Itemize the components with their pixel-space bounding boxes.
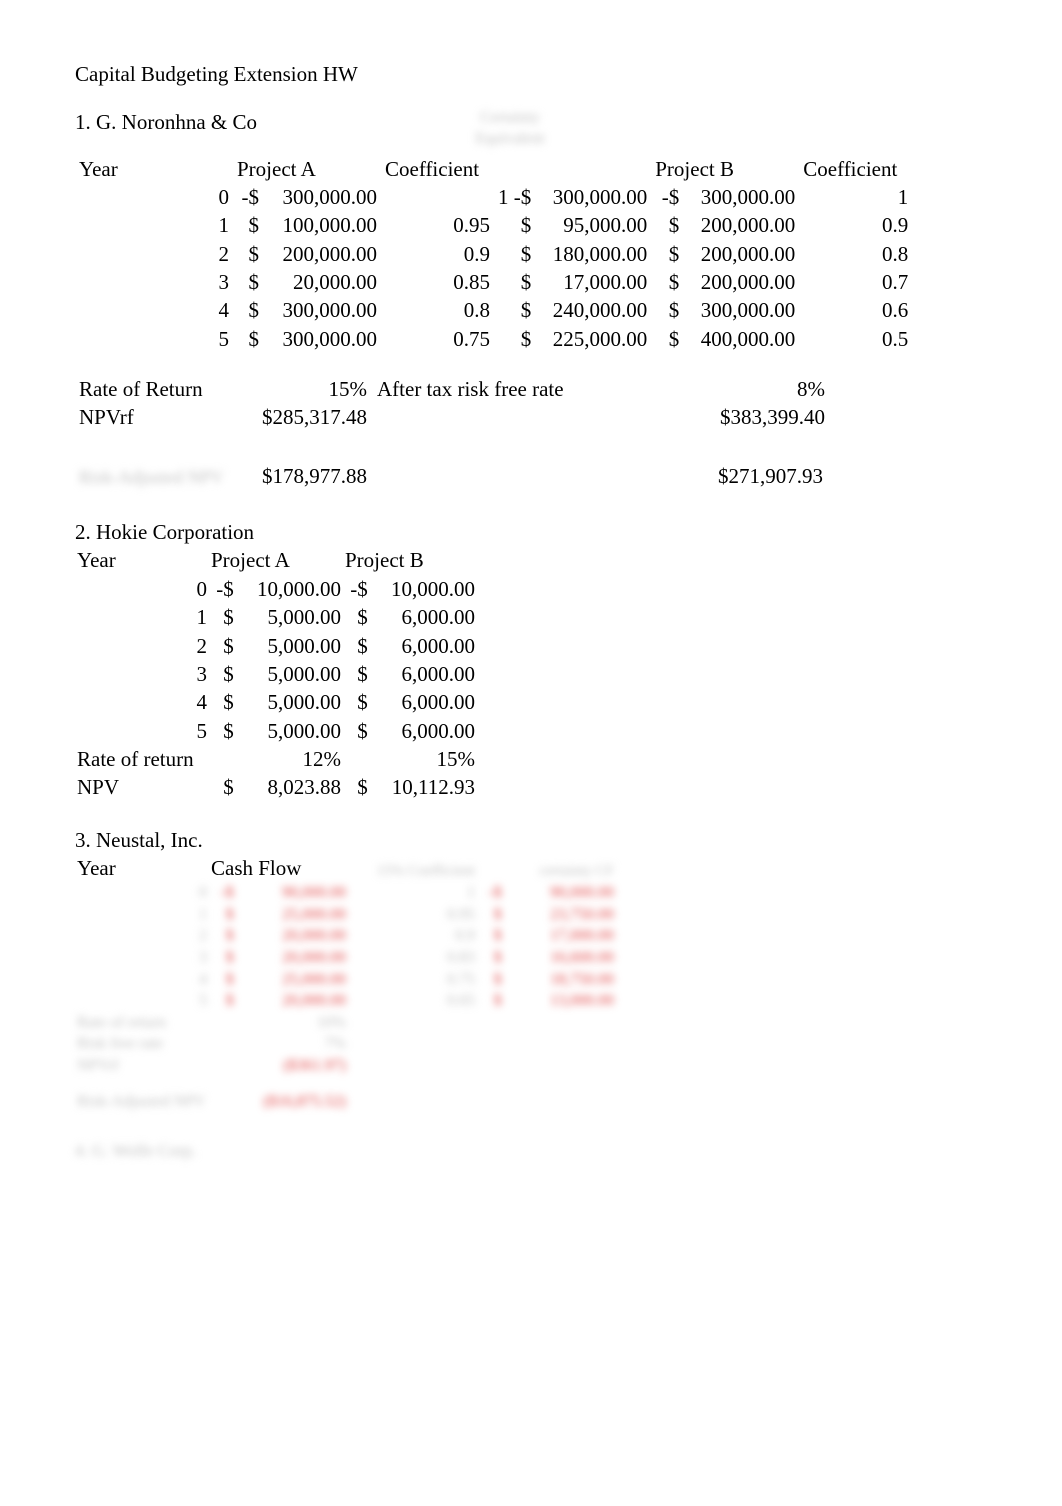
q2-col-a: Project A (209, 546, 343, 574)
table-row: 5$5,000.00$6,000.00 (75, 717, 477, 745)
q2-header-row: Year Project A Project B (75, 546, 477, 574)
table-row: 0-$90,000.001-$90,000.00 (75, 882, 616, 904)
table-row: 3$20,000.000.83$16,600.00 (75, 947, 616, 969)
table-row: 1$5,000.00$6,000.00 (75, 603, 477, 631)
q3-header-row: Year Cash Flow 15% Coefficient certainty… (75, 854, 616, 882)
q3-col-h1: 15% Coefficient (348, 854, 477, 882)
npv-a2: $178,977.88 (233, 462, 371, 490)
ror-text: After tax risk free rate (371, 375, 641, 403)
censored-header: Certainty Equivalent (455, 107, 565, 150)
q2-npv-bs: $ (343, 773, 370, 801)
hidden-label: Risk-Adjusted NPV (75, 462, 233, 490)
q2-heading: 2. Hokie Corporation (75, 518, 987, 546)
table-row: 0-$300,000.001 -$300,000.00-$300,000.001 (75, 183, 912, 211)
table-row: 2$20,000.000.9$17,000.00 (75, 925, 616, 947)
col-proj-b: Project B (651, 155, 799, 183)
q3-heading: 3. Neustal, Inc. (75, 826, 987, 854)
npv-b2: $271,907.93 (639, 462, 827, 490)
table-row: 2$5,000.00$6,000.00 (75, 632, 477, 660)
col-coeff-b: Coefficient (799, 155, 912, 183)
table-row: 3$20,000.000.85$17,000.00$200,000.000.7 (75, 268, 912, 296)
q3-table: Year Cash Flow 15% Coefficient certainty… (75, 854, 616, 1112)
col-coeff: Coefficient (381, 155, 494, 183)
q2-col-year: Year (75, 546, 209, 574)
table-row: 0-$10,000.00-$10,000.00 (75, 575, 477, 603)
q3-l1-val: 10% (209, 1012, 348, 1034)
q3-l2-label: Risk free rate (75, 1033, 209, 1055)
q2-npv-as: $ (209, 773, 236, 801)
q3-l2-val: 7% (209, 1033, 348, 1055)
q2-ror-a: 12% (209, 745, 343, 773)
npv-a: $285,317.48 (233, 403, 371, 431)
npv-b: $383,399.40 (641, 403, 829, 431)
q1-summary: Rate of Return 15% After tax risk free r… (75, 375, 829, 432)
q1-header-row: Year Project A Coefficient Project B Coe… (75, 155, 912, 183)
npvrf-label: NPVrf (75, 403, 233, 431)
q2-npv-a: 8,023.88 (236, 773, 343, 801)
table-row: 2$200,000.000.9$180,000.00$200,000.000.8 (75, 240, 912, 268)
q3-col-h2: certainty CF (477, 854, 616, 882)
q2-table: Year Project A Project B 0-$10,000.00-$1… (75, 546, 477, 801)
table-row: 1$25,000.000.95$23,750.00 (75, 904, 616, 926)
table-row: 4$5,000.00$6,000.00 (75, 688, 477, 716)
q2-npv-label: NPV (75, 773, 209, 801)
page-title: Capital Budgeting Extension HW (75, 60, 987, 88)
q2-npv-b: 10,112.93 (370, 773, 477, 801)
table-row: 4$25,000.000.75$18,750.00 (75, 969, 616, 991)
q3-col-year: Year (75, 854, 209, 882)
col-proj-a: Project A (233, 155, 381, 183)
table-row: 5$300,000.000.75$225,000.00$400,000.000.… (75, 325, 912, 353)
q3-l3-label: NPVrf (75, 1055, 209, 1077)
q3-l3-val: ($361.97) (209, 1055, 348, 1077)
ror-b: 8% (641, 375, 829, 403)
q2-col-b: Project B (343, 546, 477, 574)
q4-heading: 4. G. Wolfe Corp. (75, 1140, 987, 1163)
table-row: 4$300,000.000.8$240,000.00$300,000.000.6 (75, 296, 912, 324)
ror-label: Rate of Return (75, 375, 233, 403)
q3-l1-label: Rate of return (75, 1012, 209, 1034)
q2-ror-b: 15% (343, 745, 477, 773)
ror-a: 15% (233, 375, 371, 403)
table-row: 5$20,000.000.65$13,000.00 (75, 990, 616, 1012)
q3-l4-label: Risk-Adjusted NPV (75, 1091, 209, 1113)
table-row: 3$5,000.00$6,000.00 (75, 660, 477, 688)
q2-ror-label: Rate of return (75, 745, 209, 773)
q3-col-cf: Cash Flow (209, 854, 348, 882)
col-year: Year (75, 155, 233, 183)
q3-l4-val: ($16,875.52) (209, 1091, 348, 1113)
q1-hidden: Risk-Adjusted NPV $178,977.88 $271,907.9… (75, 462, 827, 490)
q1-table: Year Project A Coefficient Project B Coe… (75, 155, 912, 353)
table-row: 1$100,000.000.95$95,000.00$200,000.000.9 (75, 211, 912, 239)
